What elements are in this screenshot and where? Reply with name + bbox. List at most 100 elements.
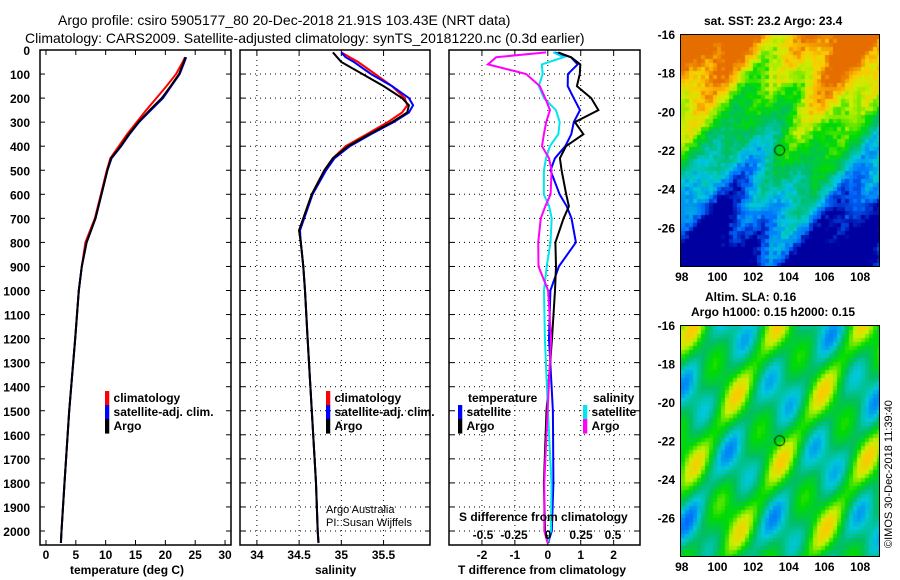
series-line-argo	[59, 56, 187, 544]
map-y-tick-label: -22	[658, 434, 676, 448]
x-tick-label: 25	[189, 548, 203, 562]
map-y-tick-label: -26	[658, 221, 676, 235]
map-x-tick-label: 102	[743, 270, 763, 284]
map-x-tick-label: 104	[779, 560, 799, 574]
title-line-1: Argo profile: csiro 5905177_80 20-Dec-20…	[58, 12, 511, 28]
x-tick-label: -2	[477, 548, 488, 562]
plot-frame	[239, 49, 431, 546]
x-tick-label: 10	[99, 548, 113, 562]
legend-item: ▌climatology	[105, 391, 181, 405]
legend-item: ▌satellite	[458, 405, 512, 419]
depth-tick-label: 1100	[4, 309, 30, 323]
depth-tick-label: 500	[10, 164, 30, 178]
legend-label: Argo	[334, 419, 363, 433]
x-tick-label: 0	[43, 548, 50, 562]
series-line-climatology	[59, 56, 186, 544]
sdiff-xlabel: S difference from climatology	[459, 510, 628, 524]
legend-label: satellite	[466, 405, 512, 419]
series-line-s-argo	[485, 51, 553, 544]
tdiff-xlabel: T difference from climatology	[458, 563, 627, 577]
temp-legend: ▌climatology ▌satellite-adj. clim. ▌Argo	[105, 391, 214, 433]
map-x-tick-label: 106	[814, 270, 834, 284]
annotation-line: Argo Australia	[326, 504, 395, 516]
depth-tick-label: 200	[10, 92, 30, 106]
depth-tick-label: 1200	[3, 333, 30, 347]
map-x-tick-label: 102	[743, 560, 763, 574]
map-y-tick-label: -16	[658, 28, 676, 42]
map-y-tick-label: -18	[658, 357, 676, 371]
depth-tick-label: 800	[10, 236, 30, 250]
annotation-line: PI: Susan Wijffels	[326, 517, 412, 529]
depth-tick-label: 1300	[3, 357, 30, 371]
x-tick-label: 0	[544, 548, 551, 562]
legend-item: ▌climatology	[326, 391, 402, 405]
legend-label: climatology	[113, 391, 181, 405]
legend-label: climatology	[334, 391, 402, 405]
x-tick-label: 35.5	[372, 548, 396, 562]
depth-tick-label: 1700	[3, 453, 30, 467]
legend-label: Argo	[591, 419, 620, 433]
map-x-tick-label: 104	[779, 270, 799, 284]
map-y-tick-label: -16	[658, 319, 676, 333]
map-x-tick-label: 108	[850, 560, 870, 574]
depth-tick-label: 900	[10, 260, 30, 274]
map-y-tick-label: -20	[658, 105, 676, 119]
legend-label: Argo	[466, 419, 495, 433]
map-x-tick-label: 98	[675, 270, 689, 284]
x-tick-label: 34.5	[287, 548, 311, 562]
x-tick-label: 5	[72, 548, 79, 562]
legend-item: ▌Argo	[458, 419, 495, 433]
series-line-satellite-adj-clim-	[59, 56, 188, 544]
map-y-tick-label: -22	[658, 144, 676, 158]
title-line-2: Climatology: CARS2009. Satellite-adjuste…	[25, 30, 585, 46]
temp-xlabel: temperature (deg C)	[70, 563, 185, 577]
depth-tick-label: 2000	[3, 525, 30, 539]
sla-map-title: Altim. SLA: 0.16	[705, 290, 797, 304]
depth-tick-label: 0	[23, 44, 30, 58]
argo-credit-annotation: Argo Australia PI: Susan Wijffels	[326, 504, 412, 530]
series-line-s-satellite	[537, 51, 567, 544]
x-tick-label: 1	[577, 548, 584, 562]
depth-tick-label: 400	[10, 140, 30, 154]
legend-item: ▌satellite	[583, 405, 637, 419]
s-diff-tick-label: -0.25	[500, 528, 528, 542]
x-tick-label: 20	[159, 548, 173, 562]
sdiff-legend: salinity ▌satellite ▌Argo	[583, 391, 636, 433]
legend-header: temperature	[468, 391, 538, 405]
sla-map-subtitle: Argo h1000: 0.15 h2000: 0.15	[691, 305, 856, 319]
map-x-tick-label: 108	[850, 270, 870, 284]
legend-item: ▌satellite-adj. clim.	[105, 405, 214, 419]
s-diff-tick-label: -0.5	[473, 528, 494, 542]
depth-tick-label: 1900	[3, 501, 30, 515]
sal-xlabel: salinity	[315, 563, 357, 577]
series-line-satellite-adj-clim-	[298, 51, 415, 544]
depth-tick-label: 1800	[3, 477, 30, 491]
legend-item: ▌Argo	[105, 419, 142, 433]
legend-header: salinity	[593, 391, 635, 405]
legend-label: satellite	[591, 405, 637, 419]
x-tick-label: 30	[218, 548, 232, 562]
map-y-tick-label: -18	[658, 67, 676, 81]
s-diff-tick-label: 0.25	[569, 528, 593, 542]
sst-map	[680, 34, 880, 267]
sal-legend: ▌climatology ▌satellite-adj. clim. ▌Argo	[326, 391, 435, 433]
series-line-t-argo	[542, 51, 600, 544]
x-tick-label: -1	[510, 548, 521, 562]
legend-item: ▌Argo	[326, 419, 363, 433]
depth-tick-label: 1400	[3, 381, 30, 395]
x-tick-label: 2	[610, 548, 617, 562]
depth-tick-label: 1000	[3, 285, 30, 299]
depth-tick-label: 700	[10, 212, 30, 226]
x-tick-label: 34	[250, 548, 264, 562]
series-line-argo	[298, 51, 410, 544]
map-x-tick-label: 98	[675, 560, 689, 574]
map-x-tick-label: 100	[707, 560, 727, 574]
depth-tick-label: 1500	[3, 405, 30, 419]
depth-tick-label: 1600	[3, 429, 30, 443]
map-y-tick-label: -24	[658, 473, 676, 487]
series-line-t-satellite	[547, 51, 582, 544]
x-tick-label: 35	[335, 548, 349, 562]
legend-item: ▌satellite-adj. clim.	[326, 405, 435, 419]
map-y-tick-label: -20	[658, 396, 676, 410]
